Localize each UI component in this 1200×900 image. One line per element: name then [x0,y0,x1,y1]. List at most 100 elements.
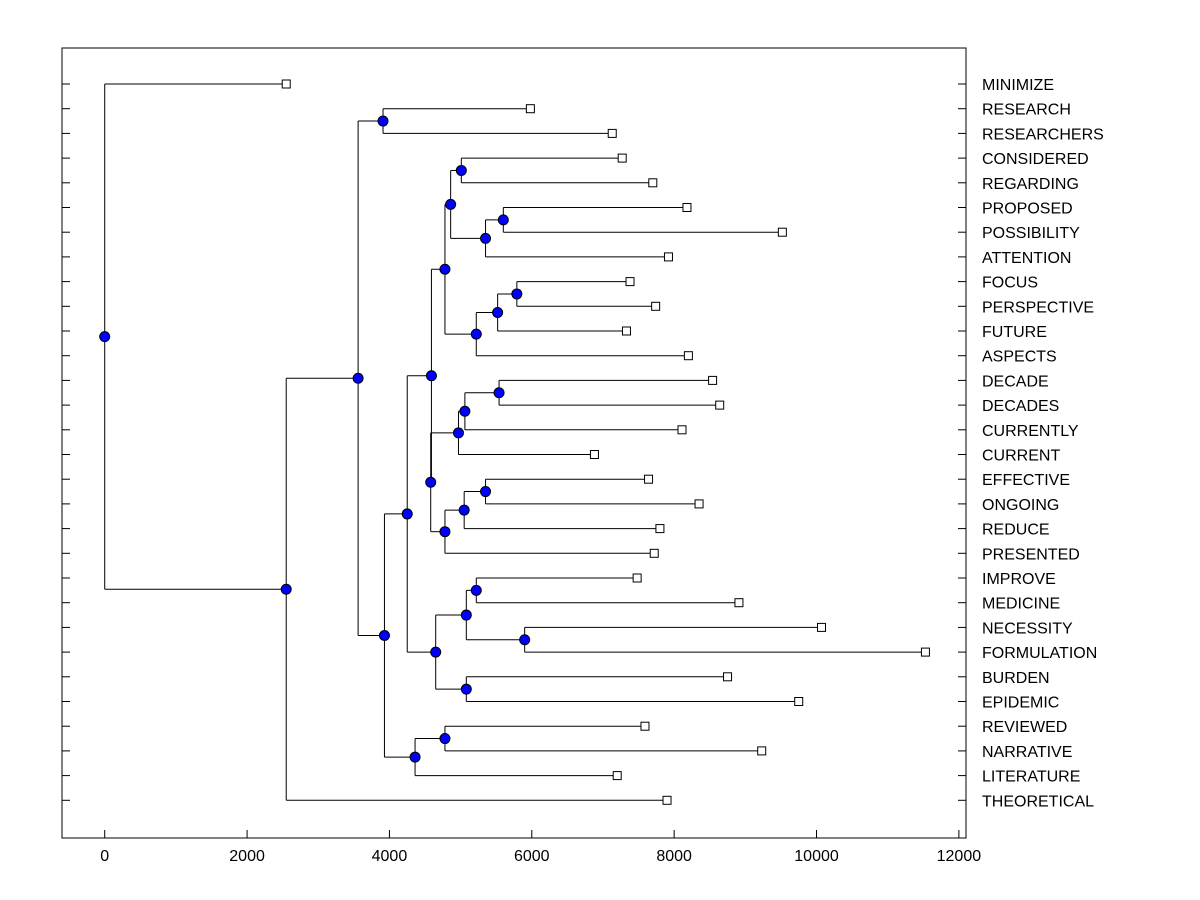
leaf-marker [715,400,725,410]
merge-node-marker [470,328,482,340]
leaf-marker [723,672,733,682]
leaf-marker [817,622,827,632]
leaf-label: MINIMIZE [982,77,1054,94]
leaf-marker [663,252,673,262]
merge-node-marker [460,609,472,621]
leaf-label: PERSPECTIVE [982,299,1094,316]
nodes-layer [99,115,531,763]
merge-node-marker [409,751,421,763]
leaf-marker [649,548,659,558]
merge-node-marker [458,504,470,516]
merge-node-marker [352,372,364,384]
leaf-marker [612,771,622,781]
x-tick-label: 6000 [514,848,550,865]
leaf-label: ASPECTS [982,349,1057,366]
leaf-marker [632,573,642,583]
leaf-marker [683,351,693,361]
leaf-label: PROPOSED [982,201,1073,218]
leaf-label: THEORETICAL [982,793,1094,810]
leaf-marker [648,178,658,188]
merge-node-marker [511,288,523,300]
leaf-label: FOCUS [982,275,1038,292]
merge-node-marker [519,634,531,646]
leaf-marker [655,524,665,534]
leaf-label: REGARDING [982,176,1079,193]
leaf-label: POSSIBILITY [982,225,1080,242]
merge-node-marker [378,630,390,642]
leaf-marker [625,277,635,287]
leaf-marker [607,128,617,138]
x-tick-label: 10000 [794,848,839,865]
x-tick-label: 2000 [229,848,265,865]
leaf-marker [920,647,930,657]
leaves-layer [281,79,930,805]
merge-node-marker [445,198,457,210]
merge-node-marker [439,733,451,745]
merge-node-marker [492,306,504,318]
leaf-label: EPIDEMIC [982,695,1059,712]
leaf-marker [677,425,687,435]
leaf-marker [794,697,804,706]
leaf-marker [694,499,704,509]
leaf-label: ONGOING [982,497,1059,514]
axes-layer: 0 2000 4000 6000 8000 10000 12000 [61,47,982,865]
leaf-label: CURRENT [982,448,1060,465]
leaf-label: FORMULATION [982,645,1097,662]
plot-frame [61,47,967,839]
x-tick-label: 8000 [656,848,692,865]
leaf-marker [621,326,631,336]
leaf-label: IMPROVE [982,571,1056,588]
merge-node-marker [280,583,292,595]
merge-node-marker [493,387,505,399]
leaf-marker [757,746,767,756]
x-tick-label: 0 [100,848,109,865]
leaf-label: FUTURE [982,324,1047,341]
merge-node-marker [377,115,389,127]
merge-node-marker [439,526,451,538]
leaf-label: DECADES [982,398,1059,415]
merge-node-marker [497,214,509,226]
merge-node-marker [99,331,111,343]
leaf-label: REVIEWED [982,719,1067,736]
leaf-label: EFFECTIVE [982,472,1070,489]
leaf-marker [525,104,535,114]
leaf-label: CURRENTLY [982,423,1079,440]
leaf-label: REDUCE [982,522,1050,539]
leaf-marker [617,153,627,163]
leaf-label: DECADE [982,373,1049,390]
leaf-marker [708,375,718,385]
labels-layer: MINIMIZE RESEARCH RESEARCHERS CONSIDERED REG… [982,77,1104,810]
merge-node-marker [459,405,471,417]
leaf-label: PRESENTED [982,546,1080,563]
links-layer [104,83,926,801]
leaf-marker [281,79,291,89]
merge-node-marker [455,164,467,176]
merge-node-marker [425,476,437,488]
leaf-label: RESEARCHERS [982,126,1104,143]
merge-node-marker [452,427,464,439]
merge-node-marker [470,584,482,596]
leaf-marker [734,598,744,608]
x-tick-label: 12000 [937,848,982,865]
leaf-label: ATTENTION [982,250,1071,267]
leaf-label: NARRATIVE [982,744,1072,761]
leaf-marker [589,450,599,459]
merge-node-marker [480,486,492,498]
leaf-label: BURDEN [982,670,1050,687]
leaf-marker [662,795,672,805]
merge-node-marker [401,508,413,520]
leaf-label: CONSIDERED [982,151,1089,168]
leaf-label: NECESSITY [982,620,1073,637]
leaf-marker [640,721,650,731]
merge-node-marker [480,232,492,244]
leaf-label: LITERATURE [982,769,1080,786]
x-tick-label: 4000 [372,848,408,865]
merge-node-marker [439,263,451,275]
leaf-marker [644,474,654,484]
leaf-marker [651,301,661,311]
merge-node-marker [460,683,472,695]
leaf-label: MEDICINE [982,596,1060,613]
merge-node-marker [425,370,437,382]
merge-node-marker [430,646,442,658]
